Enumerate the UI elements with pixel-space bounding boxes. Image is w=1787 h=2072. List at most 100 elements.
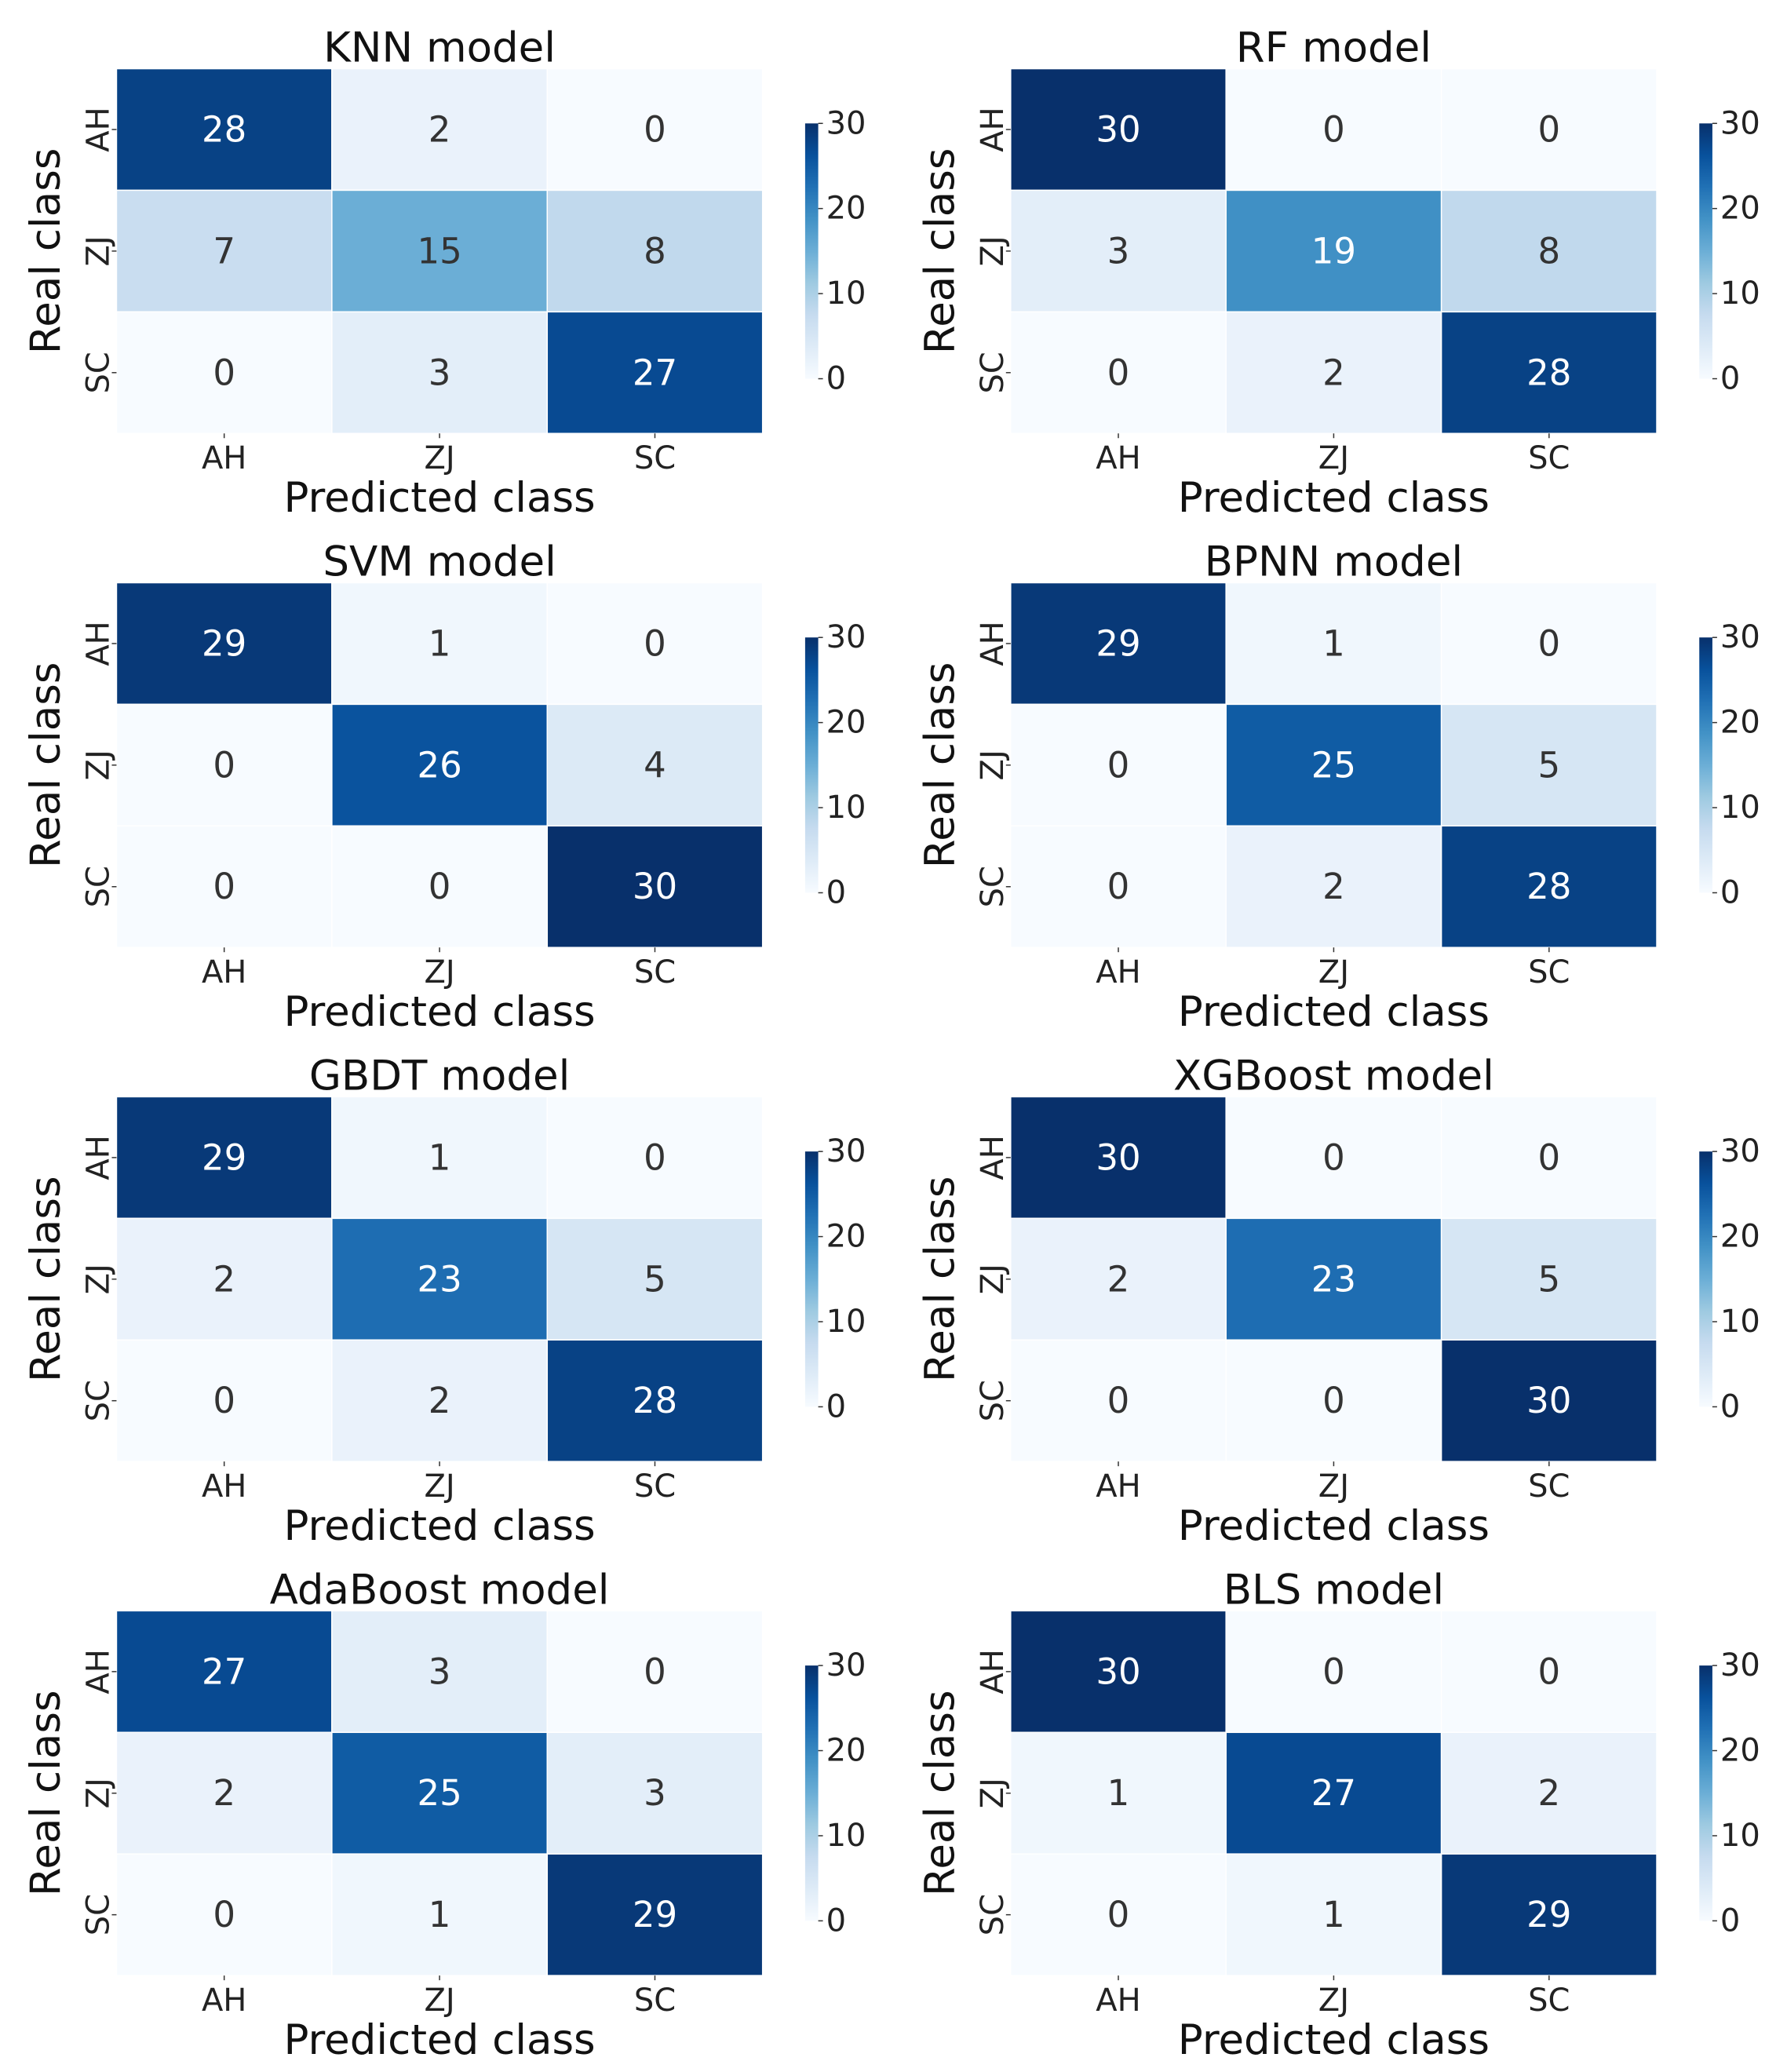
cell-value-label: 8 bbox=[1537, 230, 1560, 272]
colorbar bbox=[1699, 1665, 1712, 1921]
cell-value-label: 0 bbox=[1322, 1651, 1345, 1692]
heatmap-cell bbox=[115, 582, 333, 706]
colorbar-tick-label: 20 bbox=[1720, 705, 1760, 741]
cell-value-label: 28 bbox=[1526, 352, 1571, 393]
cell-value-label: 0 bbox=[1322, 1136, 1345, 1178]
colorbar-tick-label: 20 bbox=[826, 1733, 866, 1769]
cell-value-label: 27 bbox=[633, 352, 677, 393]
x-tick-label: SC bbox=[634, 440, 676, 476]
cell-value-label: 0 bbox=[1537, 109, 1560, 151]
x-axis-label: Predicted class bbox=[1178, 2016, 1490, 2064]
y-axis-label: Real class bbox=[916, 148, 964, 355]
y-axis-label: Real class bbox=[22, 1690, 70, 1896]
cell-value-label: 2 bbox=[1322, 352, 1345, 393]
y-tick-label: ZJ bbox=[80, 1778, 116, 1808]
x-tick-label: ZJ bbox=[424, 440, 454, 476]
cell-value-label: 0 bbox=[1107, 744, 1130, 786]
cell-value-label: 3 bbox=[1107, 230, 1130, 272]
y-tick-label: SC bbox=[975, 352, 1011, 393]
colorbar-tick-label: 20 bbox=[1720, 1219, 1760, 1255]
y-tick-label: AH bbox=[80, 1135, 116, 1180]
heatmap-cell bbox=[1010, 189, 1227, 313]
y-tick-label: AH bbox=[975, 621, 1011, 666]
heatmap-cell bbox=[1225, 1610, 1442, 1734]
x-tick-label: SC bbox=[1528, 1468, 1570, 1505]
colorbar-tick-label: 10 bbox=[826, 275, 866, 312]
cell-value-label: 0 bbox=[1107, 1380, 1130, 1421]
heatmap-cell bbox=[331, 1339, 549, 1462]
panel-title: XGBoost model bbox=[1173, 1052, 1494, 1100]
cell-value-label: 1 bbox=[429, 1136, 451, 1178]
x-tick-label: ZJ bbox=[424, 1983, 454, 2019]
cell-value-label: 0 bbox=[1322, 1380, 1345, 1421]
heatmap-cell bbox=[331, 582, 549, 706]
heatmap-cell bbox=[1010, 582, 1227, 706]
heatmap-cell bbox=[331, 1731, 549, 1855]
x-tick-label: ZJ bbox=[1318, 1983, 1349, 2019]
heatmap-cell bbox=[1225, 1096, 1442, 1220]
y-tick-label: ZJ bbox=[975, 1778, 1011, 1808]
colorbar-tick-label: 0 bbox=[826, 874, 846, 910]
colorbar-tick-label: 0 bbox=[826, 1388, 846, 1424]
cell-value-label: 7 bbox=[213, 230, 235, 272]
y-tick-label: AH bbox=[80, 1649, 116, 1694]
heatmap-cell bbox=[1225, 582, 1442, 706]
heatmap-cell bbox=[1440, 1610, 1658, 1734]
heatmap-cell bbox=[1440, 1217, 1658, 1341]
x-tick-label: ZJ bbox=[1318, 1468, 1349, 1505]
heatmap-cell bbox=[546, 1217, 764, 1341]
cell-value-label: 0 bbox=[429, 866, 451, 907]
cell-value-label: 1 bbox=[1322, 1894, 1345, 1935]
cell-value-label: 30 bbox=[633, 866, 677, 907]
x-tick-label: SC bbox=[1528, 440, 1570, 476]
y-tick-label: SC bbox=[80, 866, 116, 907]
heatmap-cell bbox=[1010, 1339, 1227, 1462]
cell-value-label: 0 bbox=[1537, 1651, 1560, 1692]
x-axis-label: Predicted class bbox=[283, 474, 595, 522]
heatmap-cell bbox=[1010, 825, 1227, 948]
heatmap-cell bbox=[115, 825, 333, 948]
x-tick-label: ZJ bbox=[424, 954, 454, 990]
cell-value-label: 27 bbox=[1311, 1772, 1356, 1814]
y-tick-label: SC bbox=[80, 352, 116, 393]
cell-value-label: 8 bbox=[644, 230, 666, 272]
heatmap-cell bbox=[1010, 1731, 1227, 1855]
cell-value-label: 19 bbox=[1311, 230, 1356, 272]
x-axis-label: Predicted class bbox=[283, 988, 595, 1036]
heatmap-cell bbox=[1440, 1339, 1658, 1462]
x-axis-label: Predicted class bbox=[1178, 474, 1490, 522]
heatmap-cell bbox=[546, 582, 764, 706]
panel-title: AdaBoost model bbox=[270, 1566, 610, 1614]
x-axis-label: Predicted class bbox=[1178, 988, 1490, 1036]
cell-value-label: 2 bbox=[1537, 1772, 1560, 1814]
heatmap-cell bbox=[546, 189, 764, 313]
y-tick-label: ZJ bbox=[975, 235, 1011, 266]
cell-value-label: 27 bbox=[202, 1651, 246, 1692]
cell-value-label: 0 bbox=[213, 1380, 235, 1421]
heatmap-cell bbox=[546, 67, 764, 192]
cell-value-label: 1 bbox=[1107, 1772, 1130, 1814]
cell-value-label: 5 bbox=[1537, 744, 1560, 786]
heatmap-cell bbox=[1010, 311, 1227, 434]
confusion-matrix-panel: XGBoost model 30 0 0 2 23 5 0 0 30 AH ZJ SC Predicted… bbox=[916, 1052, 1760, 1550]
colorbar-tick-label: 0 bbox=[1720, 1388, 1740, 1424]
heatmap-cell bbox=[331, 1610, 549, 1734]
heatmap-cell bbox=[115, 703, 333, 827]
colorbar-tick-label: 0 bbox=[1720, 874, 1740, 910]
colorbar-tick-label: 10 bbox=[1720, 1304, 1760, 1340]
heatmap-cell bbox=[1225, 1217, 1442, 1341]
cell-value-label: 15 bbox=[417, 230, 461, 272]
colorbar bbox=[804, 123, 819, 379]
heatmap-cell bbox=[1440, 582, 1658, 706]
x-tick-label: ZJ bbox=[1318, 954, 1349, 990]
heatmap-cell bbox=[1010, 1853, 1227, 1976]
panel-title: BLS model bbox=[1224, 1566, 1444, 1614]
heatmap-cell bbox=[1010, 1217, 1227, 1341]
y-tick-label: ZJ bbox=[975, 1264, 1011, 1294]
heatmap-cell bbox=[1010, 703, 1227, 827]
colorbar bbox=[804, 1665, 819, 1921]
colorbar-tick-label: 30 bbox=[1720, 619, 1760, 655]
